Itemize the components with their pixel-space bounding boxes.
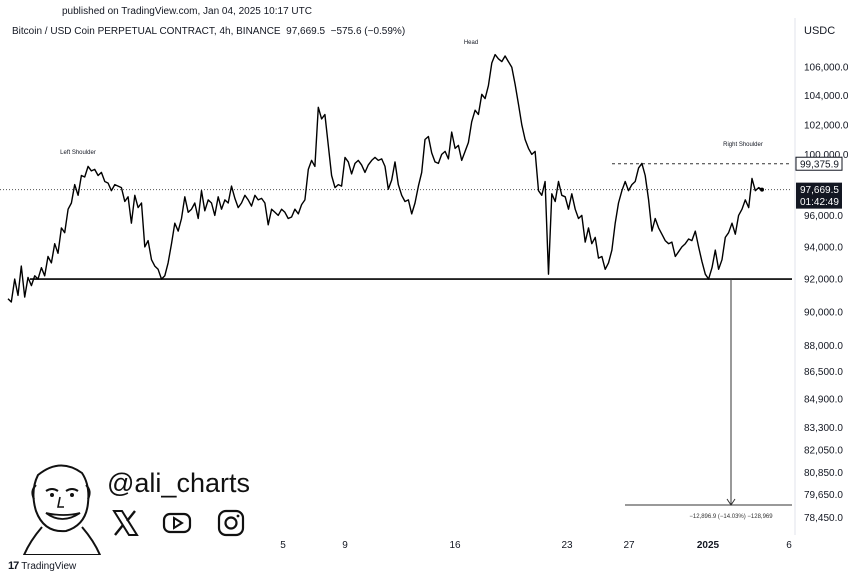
y-tick-label: 94,000.0 <box>804 242 843 253</box>
tradingview-logo-icon: 17 <box>8 560 19 572</box>
y-tick-label: 88,000.0 <box>804 341 843 352</box>
price-change: −575.6 (−0.59%) <box>330 26 406 37</box>
symbol-name: Bitcoin / USD Coin PERPETUAL CONTRACT, 4… <box>12 26 281 37</box>
current-price-tag: 97,669.5 <box>800 185 839 196</box>
published-note: published on TradingView.com, Jan 04, 20… <box>62 6 312 17</box>
face-caricature-icon <box>22 464 102 555</box>
y-tick-label: 82,050.0 <box>804 446 843 457</box>
last-price-dot <box>760 187 764 192</box>
y-tick-label: 80,850.0 <box>804 468 843 479</box>
y-tick-label: 90,000.0 <box>804 307 843 318</box>
pattern-annotation: Right Shoulder <box>723 142 763 148</box>
x-tick-label: 5 <box>280 540 286 551</box>
y-tick-label: 96,000.0 <box>804 211 843 222</box>
price-axis: 106,000.0 104,000.0 102,000.0 100,000.0 96,0… <box>804 63 849 524</box>
tradingview-footer: 17 TradingView <box>8 560 76 572</box>
y-tick-label: 104,000.0 <box>804 91 849 102</box>
y-tick-label: 78,450.0 <box>804 513 843 524</box>
symbol-header: Bitcoin / USD Coin PERPETUAL CONTRACT, 4… <box>12 26 405 37</box>
y-tick-label: 86,500.0 <box>804 367 843 378</box>
y-tick-label: 106,000.0 <box>804 63 849 74</box>
resistance-tag-box <box>795 156 843 171</box>
pattern-annotations: Left Shoulder Head Right Shoulder <box>60 40 763 156</box>
x-icon[interactable] <box>110 508 140 538</box>
x-tick-label: 6 <box>786 540 792 551</box>
x-tick-label: 2025 <box>697 540 720 551</box>
x-tick-label: 16 <box>449 540 461 551</box>
pattern-annotation: Head <box>464 40 478 46</box>
youtube-icon[interactable] <box>162 508 192 538</box>
x-tick-label: 27 <box>623 540 635 551</box>
pattern-annotation: Left Shoulder <box>60 150 96 156</box>
measure-label: −12,896.9 (−14.03%) −128,969 <box>689 514 773 520</box>
y-tick-label: 102,000.0 <box>804 120 849 131</box>
last-price: 97,669.5 <box>286 26 326 37</box>
x-tick-label: 23 <box>561 540 573 551</box>
currency-label: USDC <box>804 25 836 37</box>
instagram-icon[interactable] <box>216 508 246 538</box>
y-tick-label: 100,000.0 <box>804 150 849 161</box>
price-series-line <box>7 53 763 303</box>
tradingview-brand: TradingView <box>21 560 77 572</box>
y-tick-label: 79,650.0 <box>804 490 843 501</box>
price-tags: 99,375.9 97,669.501:42:49 <box>795 156 843 209</box>
author-handle: @ali_charts <box>107 468 250 498</box>
y-tick-label: 92,000.0 <box>804 275 843 286</box>
x-tick-label: 9 <box>342 540 348 551</box>
bar-countdown: 01:42:49 <box>800 197 839 208</box>
resistance-price-tag: 99,375.9 <box>800 160 839 171</box>
author-watermark: @ali_charts <box>20 455 270 555</box>
y-tick-label: 83,300.0 <box>804 423 843 434</box>
current-tag-box <box>796 182 842 209</box>
time-axis: 5 9 16 23 27 2025 6 <box>280 540 792 551</box>
y-tick-label: 84,900.0 <box>804 395 843 406</box>
